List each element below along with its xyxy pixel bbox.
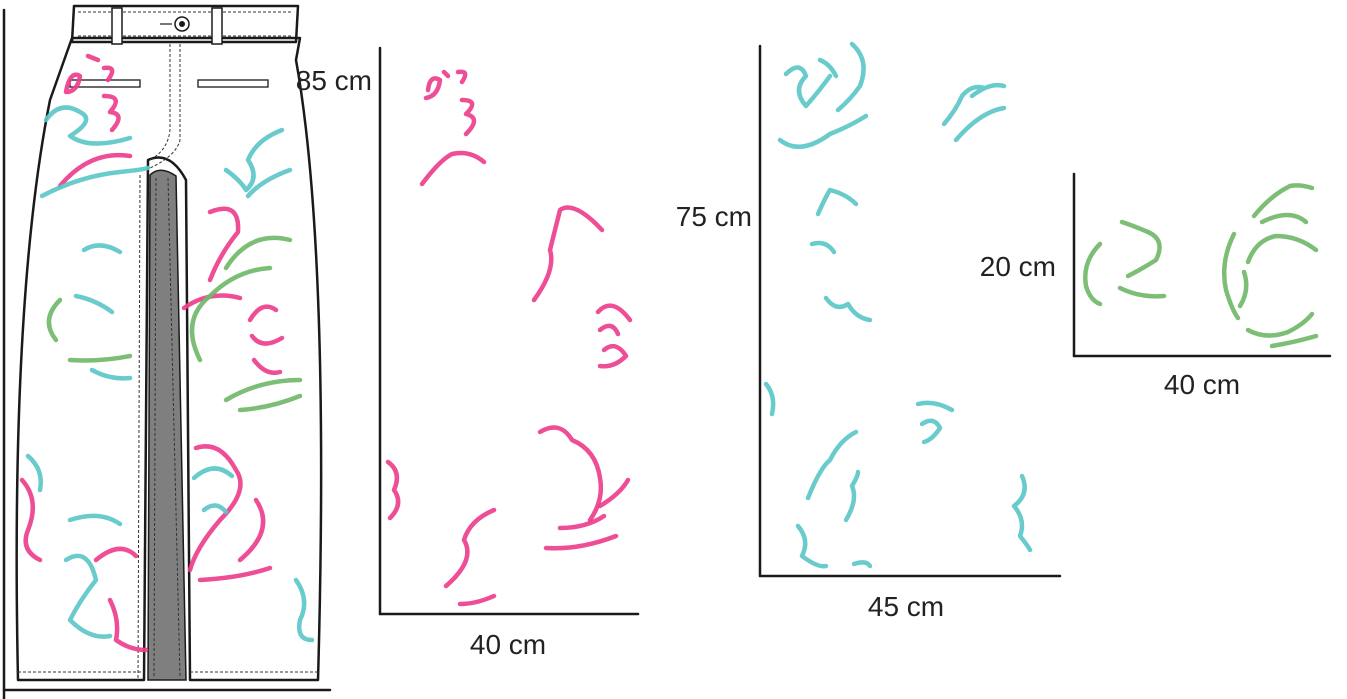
- front-slit: [147, 169, 187, 681]
- squiggle: [187, 444, 243, 573]
- panel1-height-label: 85 cm: [296, 65, 372, 96]
- squiggle: [1117, 219, 1167, 299]
- waistband-panel: 20 cm 40 cm: [980, 172, 1332, 400]
- panel3-width-label: 40 cm: [1164, 369, 1240, 400]
- skirt-panel-medium: 75 cm 45 cm: [676, 41, 1062, 622]
- squiggle: [63, 72, 83, 95]
- squiggle: [843, 469, 861, 523]
- panel1-print: [385, 69, 633, 607]
- belt-loop-right: [211, 7, 223, 45]
- squiggle: [851, 560, 873, 569]
- panel3-print: [1083, 183, 1319, 349]
- squiggle: [207, 206, 241, 283]
- squiggle: [223, 377, 303, 413]
- fly-stitch: [149, 44, 171, 161]
- squiggle: [809, 240, 837, 255]
- squiggle: [189, 265, 273, 363]
- squiggle: [423, 69, 468, 101]
- squiggle: [915, 400, 955, 445]
- squiggle: [223, 235, 293, 271]
- slit-topstitch-left: [153, 177, 157, 679]
- squiggle: [85, 53, 115, 83]
- squiggle: [1011, 473, 1033, 553]
- panel2-width-label: 45 cm: [868, 591, 944, 622]
- fly-stitch-outer: [149, 44, 181, 169]
- belt-loop-left: [111, 7, 123, 45]
- left-front-topstitch: [137, 174, 141, 679]
- squiggle: [941, 82, 1007, 143]
- squiggle: [595, 303, 633, 369]
- squiggle: [245, 167, 293, 199]
- squiggle: [537, 425, 604, 523]
- panel1-width-label: 40 cm: [470, 629, 546, 660]
- squiggle: [101, 93, 121, 133]
- skirt-panel-large: 85 cm 40 cm: [296, 46, 640, 660]
- squiggle: [57, 152, 133, 189]
- squiggle: [39, 165, 151, 199]
- squiggle: [181, 293, 243, 311]
- squiggle: [1083, 241, 1103, 307]
- squiggle: [223, 127, 285, 193]
- panel2-print: [763, 41, 1033, 569]
- squiggle: [197, 497, 273, 583]
- squiggle: [531, 205, 605, 303]
- squiggle: [543, 477, 631, 551]
- squiggle: [823, 295, 873, 323]
- squiggle: [247, 304, 285, 375]
- squiggle: [191, 466, 235, 515]
- panel2-height-label: 75 cm: [676, 201, 752, 232]
- squiggle: [835, 41, 866, 113]
- squiggle: [43, 105, 133, 146]
- panel3-height-label: 20 cm: [980, 251, 1056, 282]
- squiggle: [1237, 269, 1319, 349]
- squiggle: [795, 523, 829, 569]
- pocket-right: [197, 79, 269, 88]
- squiggle: [63, 513, 123, 639]
- squiggle: [777, 113, 869, 149]
- skirt-outline: [15, 36, 323, 682]
- squiggle: [46, 297, 133, 363]
- squiggle: [443, 507, 497, 607]
- squiggle: [25, 453, 43, 493]
- skirt-sketch: [2, 4, 332, 699]
- skirt-print: [19, 53, 315, 653]
- squiggle: [459, 97, 477, 137]
- squiggle: [1245, 183, 1319, 265]
- squiggle: [805, 429, 859, 501]
- squiggle: [783, 57, 839, 109]
- squiggle: [93, 546, 149, 653]
- squiggle: [763, 381, 776, 417]
- squiggle: [19, 477, 43, 563]
- squiggle: [419, 150, 487, 187]
- waistband: [70, 4, 300, 44]
- squiggle: [293, 577, 315, 643]
- slit-topstitch-right: [167, 177, 181, 679]
- squiggle: [73, 243, 133, 381]
- squiggle: [815, 187, 859, 217]
- squiggle: [1222, 231, 1241, 321]
- button-center: [179, 21, 185, 27]
- squiggle: [385, 459, 401, 521]
